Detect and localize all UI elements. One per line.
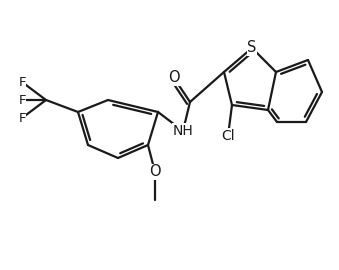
Text: S: S bbox=[247, 40, 257, 56]
Text: NH: NH bbox=[173, 124, 193, 138]
Text: O: O bbox=[149, 164, 161, 180]
Text: O: O bbox=[168, 70, 180, 86]
Text: F: F bbox=[18, 93, 26, 106]
Text: Cl: Cl bbox=[221, 129, 235, 143]
Text: F: F bbox=[18, 76, 26, 89]
Text: F: F bbox=[18, 112, 26, 124]
